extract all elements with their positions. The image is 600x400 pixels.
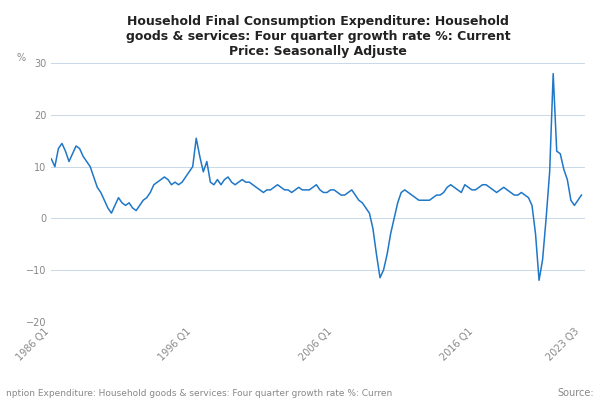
Text: Source:: Source: [557, 388, 594, 398]
Text: nption Expenditure: Household goods & services: Four quarter growth rate %: Curr: nption Expenditure: Household goods & se… [6, 389, 392, 398]
Title: Household Final Consumption Expenditure: Household
goods & services: Four quarte: Household Final Consumption Expenditure:… [126, 15, 511, 58]
Text: %: % [17, 53, 26, 63]
